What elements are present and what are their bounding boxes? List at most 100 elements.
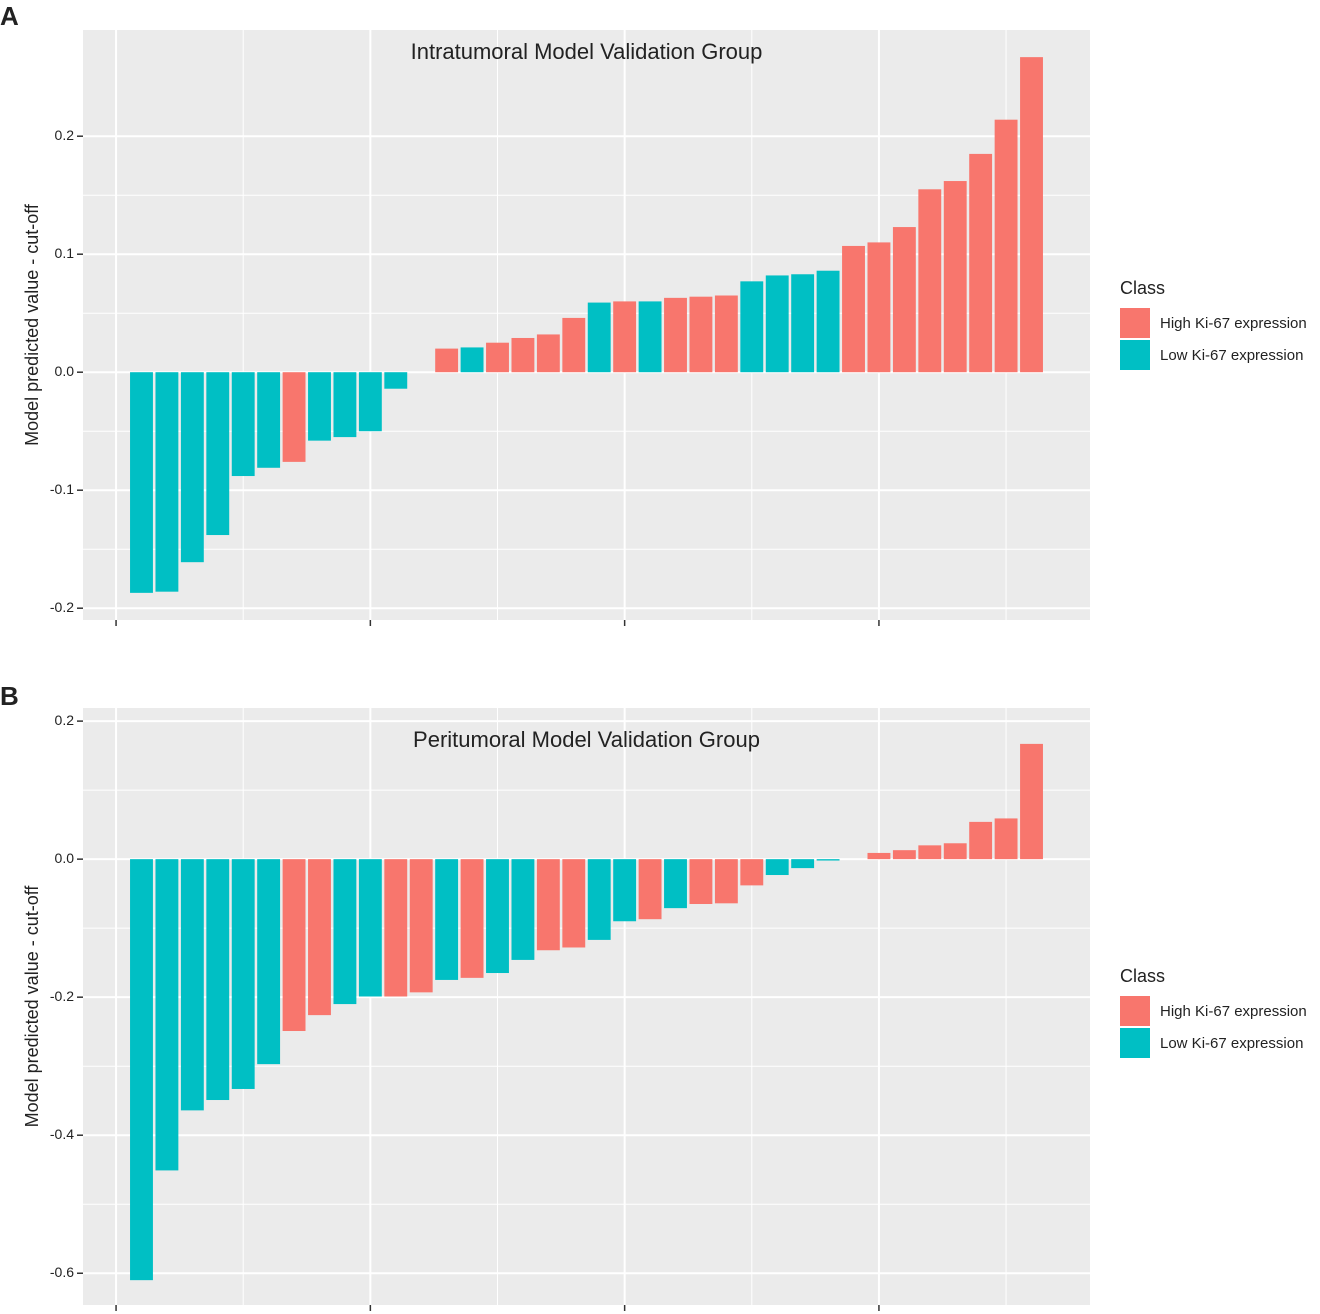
- y-tick-label: -0.1: [50, 481, 74, 497]
- bar: [460, 347, 484, 373]
- bar: [206, 372, 230, 536]
- bar: [664, 859, 687, 909]
- bar: [206, 859, 230, 1101]
- bar: [740, 859, 764, 886]
- legend-key: [1120, 1028, 1150, 1058]
- bar: [867, 242, 891, 373]
- bar: [816, 859, 840, 861]
- bar: [282, 859, 306, 1032]
- bar: [587, 859, 611, 940]
- y-axis-label: Model predicted value - cut-off: [22, 885, 42, 1128]
- panel-tag: A: [0, 1, 19, 31]
- y-tick-label: -0.4: [50, 1126, 74, 1142]
- bar: [384, 372, 408, 389]
- bar: [689, 859, 713, 905]
- bar: [994, 818, 1018, 860]
- panel-tag: B: [0, 681, 19, 711]
- bar: [333, 859, 357, 1005]
- bar: [130, 372, 153, 593]
- bar: [536, 859, 560, 951]
- legend-title: Class: [1120, 278, 1165, 298]
- bar: [562, 317, 586, 373]
- bar: [994, 119, 1018, 373]
- bar: [613, 859, 637, 922]
- bar: [638, 859, 662, 920]
- bar: [1020, 743, 1043, 860]
- bar: [155, 372, 179, 592]
- bar: [282, 372, 306, 462]
- bar: [308, 859, 331, 1016]
- y-axis-label: Model predicted value - cut-off: [22, 203, 42, 446]
- chart-title: Intratumoral Model Validation Group: [411, 39, 763, 64]
- bar: [511, 337, 535, 373]
- bar: [308, 372, 331, 441]
- bar: [486, 342, 509, 373]
- bar: [231, 859, 255, 1089]
- bar: [358, 372, 382, 432]
- bar: [1020, 57, 1043, 373]
- y-tick-label: 0.1: [55, 245, 75, 261]
- y-tick-label: 0.2: [55, 127, 75, 143]
- bar: [943, 843, 967, 860]
- y-tick-label: -0.2: [50, 599, 74, 615]
- bar: [816, 270, 840, 373]
- legend-title: Class: [1120, 966, 1165, 986]
- legend-key: [1120, 996, 1150, 1026]
- legend-label: High Ki-67 expression: [1160, 315, 1307, 332]
- bar: [460, 859, 484, 978]
- bar: [231, 372, 255, 477]
- bar: [892, 850, 916, 860]
- bar: [842, 245, 865, 373]
- panel: B -0.6 -0.4 -0.2 0.0 0.2 Peritumoral Model Val…: [0, 681, 1307, 1311]
- bar: [867, 852, 891, 860]
- bar: [384, 859, 408, 997]
- y-tick-label: 0.0: [55, 850, 75, 866]
- bar: [689, 296, 713, 373]
- y-tick-label: 0.2: [55, 712, 75, 728]
- y-tick-label: -0.2: [50, 988, 74, 1004]
- legend-key: [1120, 340, 1150, 370]
- bar: [435, 859, 459, 980]
- y-tick-label: 0.0: [55, 363, 75, 379]
- bar: [587, 302, 611, 373]
- bar: [180, 372, 204, 563]
- bar: [358, 859, 382, 997]
- bar: [892, 227, 916, 373]
- bar: [969, 153, 993, 373]
- chart-title: Peritumoral Model Validation Group: [413, 727, 760, 752]
- bar: [257, 372, 281, 468]
- bar: [714, 859, 738, 904]
- bar: [511, 859, 535, 960]
- bar: [638, 301, 662, 373]
- bar: [918, 189, 942, 373]
- bar: [257, 859, 281, 1065]
- bar: [130, 859, 153, 1281]
- bar: [969, 821, 993, 860]
- bar: [435, 348, 459, 373]
- bar: [918, 845, 942, 860]
- legend-label: High Ki-67 expression: [1160, 1003, 1307, 1020]
- bar: [155, 859, 179, 1171]
- bar: [664, 297, 687, 373]
- bar: [765, 275, 789, 373]
- legend-key: [1120, 308, 1150, 338]
- bar: [791, 859, 815, 869]
- bar: [333, 372, 357, 438]
- legend-label: Low Ki-67 expression: [1160, 347, 1303, 364]
- bar: [740, 281, 764, 373]
- legend-label: Low Ki-67 expression: [1160, 1035, 1303, 1052]
- bar: [613, 301, 637, 373]
- bar: [791, 274, 815, 373]
- bar: [714, 295, 738, 373]
- panel: A -0.2 -0.1 0.0 0.1 0.2 Intratumoral Model Val…: [0, 1, 1307, 626]
- bar: [943, 181, 967, 373]
- bar: [562, 859, 586, 948]
- y-tick-label: -0.6: [50, 1264, 74, 1280]
- bar: [765, 859, 789, 876]
- bar: [180, 859, 204, 1111]
- bar: [486, 859, 509, 974]
- bar: [536, 334, 560, 373]
- bar: [409, 859, 433, 993]
